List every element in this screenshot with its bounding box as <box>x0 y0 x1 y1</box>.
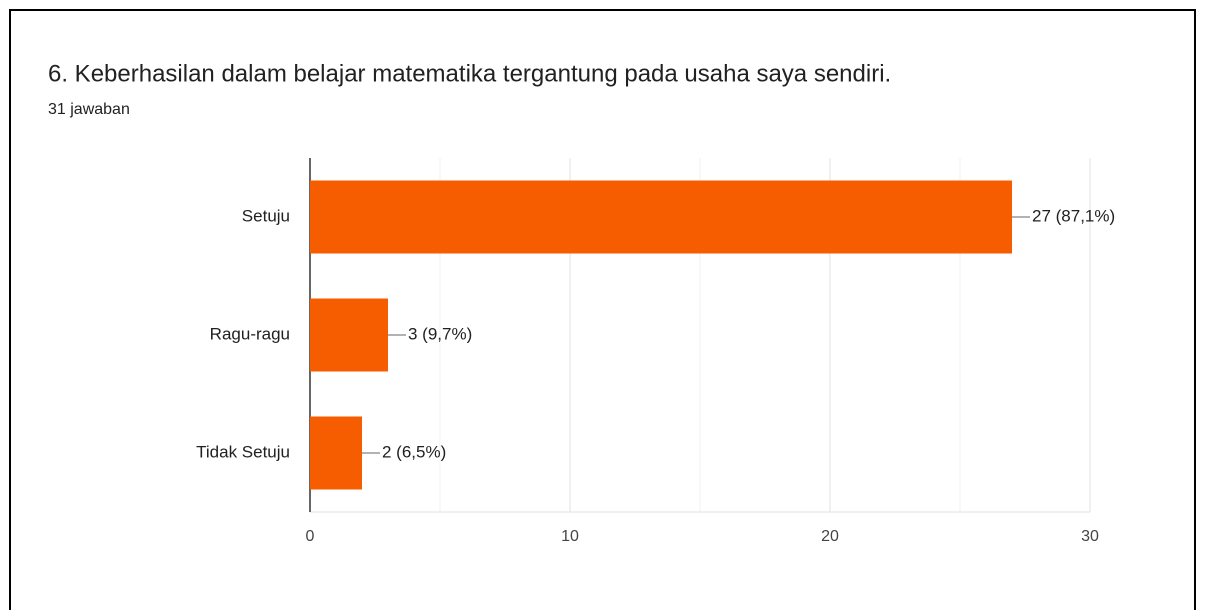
y-tick-label: Ragu-ragu <box>210 324 290 343</box>
bar <box>310 416 362 490</box>
value-label: 27 (87,1%) <box>1032 206 1115 225</box>
value-label: 2 (6,5%) <box>382 442 446 461</box>
card-border <box>9 9 1196 610</box>
x-tick-label: 10 <box>561 528 579 545</box>
x-tick-label: 30 <box>1081 528 1099 545</box>
bar <box>310 180 1012 254</box>
value-label: 3 (9,7%) <box>408 324 472 343</box>
chart-title: 6. Keberhasilan dalam belajar matematika… <box>48 60 891 87</box>
y-tick-label: Tidak Setuju <box>196 442 290 461</box>
bar <box>310 298 388 372</box>
y-tick-label: Setuju <box>242 206 290 225</box>
chart-subtitle: 31 jawaban <box>48 101 130 118</box>
x-tick-label: 20 <box>821 528 839 545</box>
x-tick-label: 0 <box>306 528 315 545</box>
